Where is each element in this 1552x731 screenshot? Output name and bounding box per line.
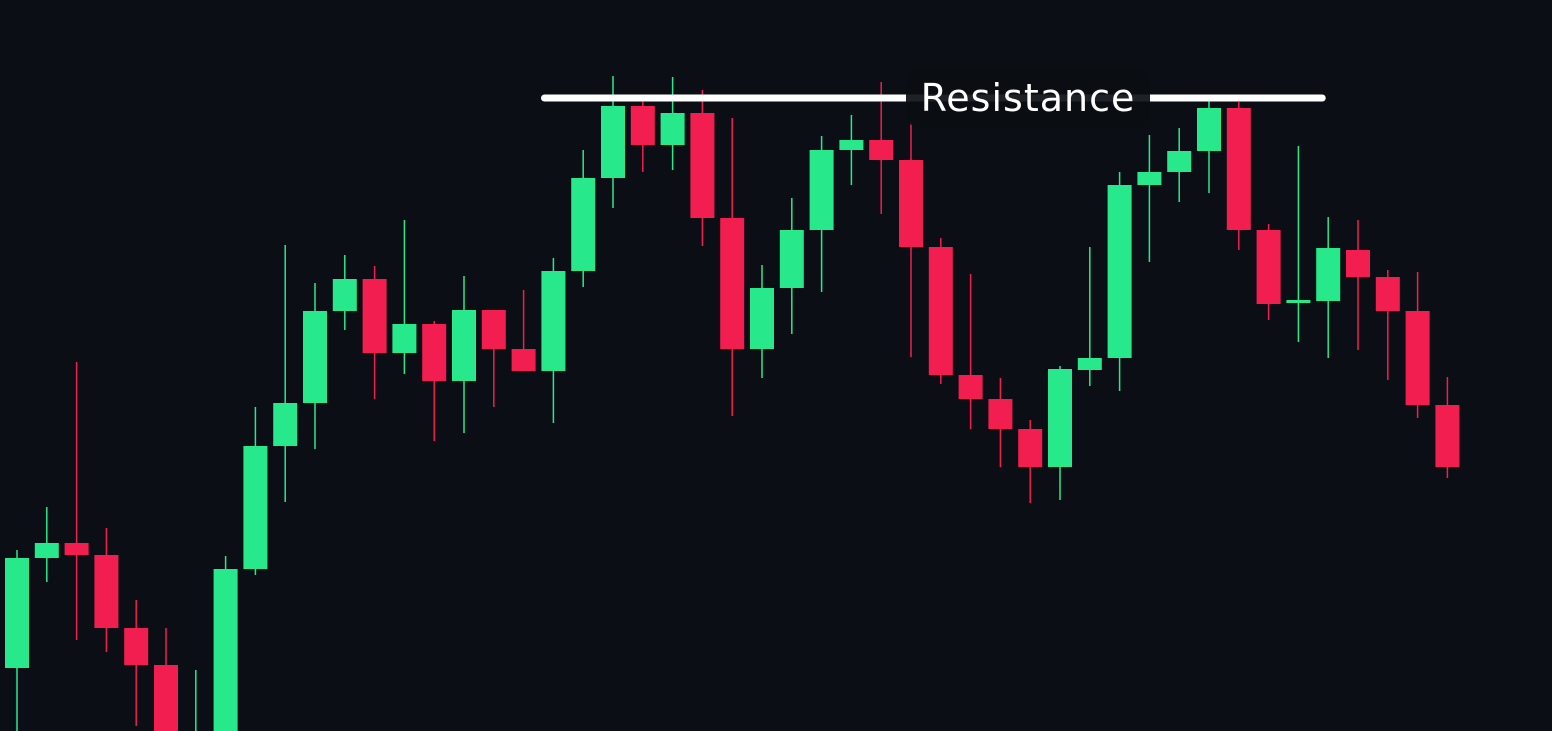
candle-body (779, 230, 804, 288)
candle-body (1137, 172, 1162, 185)
candle-body (1256, 230, 1281, 304)
candle-body (1286, 300, 1311, 303)
candle-body (1197, 108, 1221, 151)
candle-body (511, 349, 536, 371)
candle-body (839, 140, 864, 150)
candle-body (1048, 369, 1072, 467)
candle-body (124, 628, 149, 665)
candle-body (928, 247, 953, 375)
candle-body (1316, 248, 1341, 301)
candle-body (1077, 358, 1102, 370)
candle-body (154, 665, 178, 731)
candle-body (1375, 277, 1400, 311)
label-background (906, 68, 1150, 128)
candle-body (750, 288, 774, 349)
candle-body (1167, 151, 1192, 172)
candle-body (958, 375, 983, 399)
candle-body (5, 558, 29, 668)
candle-body (94, 555, 119, 628)
candle-body (392, 324, 417, 353)
candle-body (1435, 405, 1460, 467)
candle-body (1346, 250, 1370, 277)
candle-body (64, 543, 89, 555)
candle-body (571, 178, 596, 271)
candle-body (332, 279, 357, 311)
candle-body (601, 106, 625, 178)
candle-body (1405, 311, 1430, 405)
candle-body (899, 160, 923, 247)
candle-body (362, 279, 387, 353)
candle-body (1018, 429, 1043, 467)
candle-body (1226, 108, 1251, 230)
candle-body (273, 403, 298, 446)
candle-body (809, 150, 834, 230)
candle-body (243, 446, 268, 569)
candle-body (452, 310, 476, 381)
candle-body (630, 106, 655, 145)
candle-body (422, 324, 447, 381)
candle-body (720, 218, 745, 349)
candle-body (34, 543, 59, 558)
candle-body (988, 399, 1013, 429)
candle-body (660, 113, 685, 145)
candle-body (303, 311, 327, 403)
candle-body (690, 113, 715, 218)
candle-body (541, 271, 566, 371)
candle-body (213, 569, 238, 731)
candle-body (481, 310, 506, 349)
candle-body (1107, 185, 1132, 358)
resistance-label: Resistance (921, 76, 1136, 120)
candle-body (869, 140, 894, 160)
